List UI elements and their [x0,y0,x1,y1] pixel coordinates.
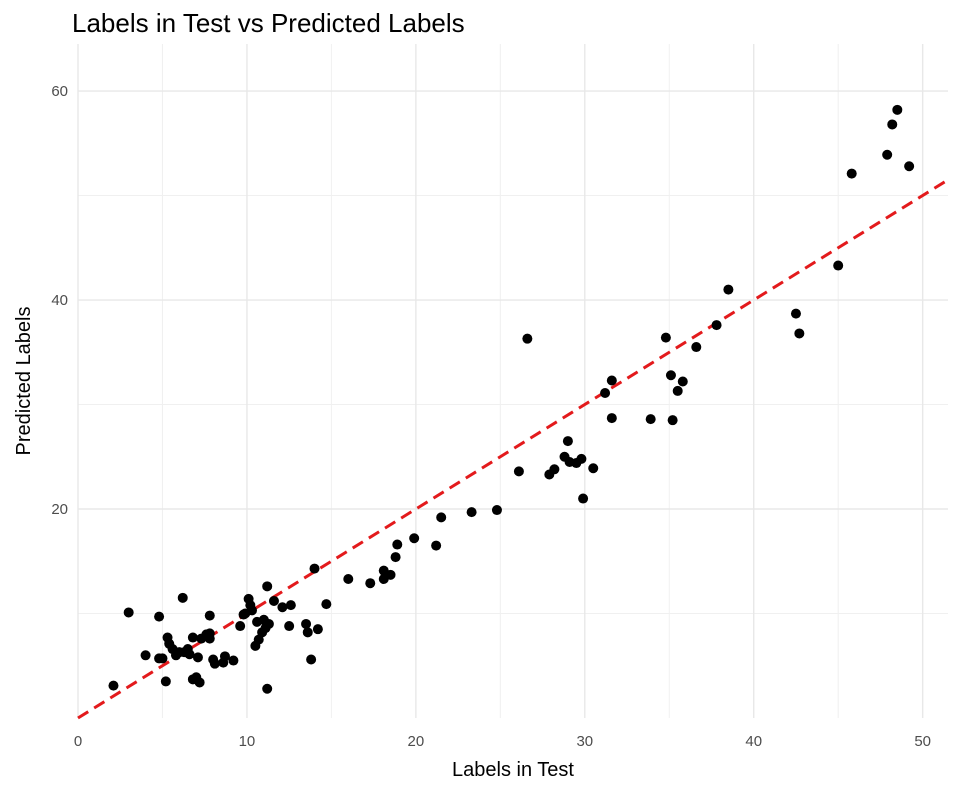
x-axis-label: Labels in Test [452,759,574,781]
data-point [194,677,205,688]
data-point [672,385,683,396]
data-point [691,342,702,353]
data-point [677,376,688,387]
data-point [606,375,617,386]
data-point [160,676,171,687]
x-tick-label: 20 [408,733,425,750]
data-point [204,610,215,621]
y-tick-label: 20 [51,501,68,518]
data-point [892,104,903,115]
x-axis-ticks: 0 10 20 30 40 50 [74,733,931,750]
data-point [343,574,354,585]
data-point [392,539,403,550]
data-point [309,563,320,574]
data-point [285,600,296,611]
grid-minor-lines [78,44,948,718]
data-point [513,466,524,477]
data-point [192,652,203,663]
data-point [365,578,376,589]
data-point [262,581,273,592]
data-point [262,683,273,694]
y-tick-label: 40 [51,292,68,309]
data-point [667,415,678,426]
data-point [177,592,188,603]
data-point [588,463,599,474]
data-point [263,618,274,629]
data-point [301,618,312,629]
data-point [321,599,332,610]
data-points [108,104,915,694]
data-point [794,328,805,339]
data-point [277,602,288,613]
data-point [108,680,119,691]
data-point [660,332,671,343]
data-point [833,260,844,271]
data-point [665,370,676,381]
x-tick-label: 40 [745,733,762,750]
y-axis-label: Predicted Labels [13,307,35,456]
data-point [385,569,396,580]
data-point [431,540,442,551]
chart-title: Labels in Test vs Predicted Labels [72,8,465,38]
data-point [235,621,246,632]
data-point [184,649,195,660]
x-tick-label: 50 [914,733,931,750]
data-point [466,507,477,518]
data-point [522,333,533,344]
data-point [491,505,502,516]
data-point [562,436,573,447]
x-tick-label: 0 [74,733,82,750]
data-point [306,654,317,665]
data-point [204,633,215,644]
data-point [846,168,857,179]
data-point [228,655,239,666]
y-axis-ticks: 20 40 60 [51,83,68,518]
data-point [247,605,257,616]
data-point [312,624,323,635]
data-point [790,308,801,319]
data-point [904,161,915,172]
data-point [268,595,279,606]
data-point [711,320,722,331]
data-point [606,413,617,424]
data-point [887,119,898,130]
x-tick-label: 30 [576,733,593,750]
data-point [549,464,560,475]
x-tick-label: 10 [239,733,256,750]
data-point [723,284,734,295]
data-point [302,627,313,638]
data-point [882,149,893,160]
data-point [390,552,401,563]
data-point [645,414,656,425]
data-point [209,658,220,669]
data-point [284,621,295,632]
data-point [140,650,151,661]
data-point [600,388,611,399]
data-point [123,607,134,618]
data-point [219,651,230,662]
y-tick-label: 60 [51,83,68,100]
data-point [157,653,168,664]
data-point [187,632,198,643]
data-point [409,533,420,544]
data-point [436,512,447,523]
data-point [154,611,165,622]
data-point [578,493,589,504]
data-point [576,453,587,464]
